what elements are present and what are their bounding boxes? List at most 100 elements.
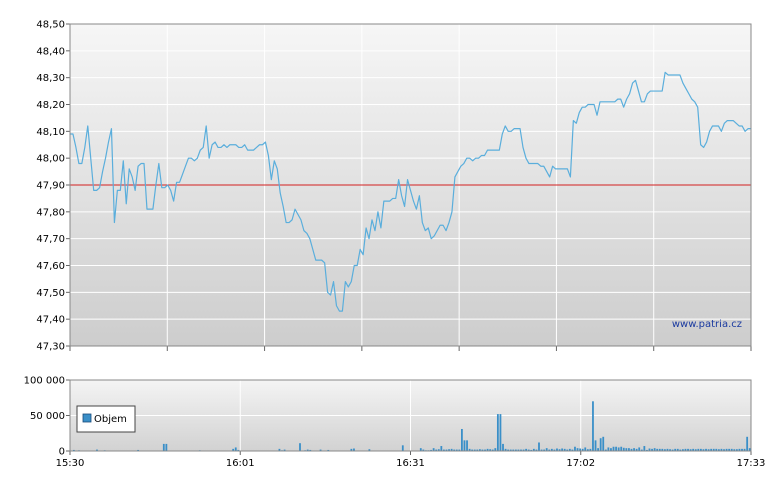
volume-bar [597, 448, 599, 451]
volume-bar [458, 449, 461, 451]
volume-bar [430, 449, 432, 451]
volume-bar [283, 449, 286, 451]
volume-bar [478, 449, 481, 451]
volume-bar [481, 449, 484, 451]
x-tick-label: 16:31 [396, 458, 425, 469]
volume-bar [558, 449, 561, 451]
volume-bar [643, 446, 646, 451]
volume-bar [735, 449, 738, 451]
volume-bar [723, 449, 725, 451]
volume-bar [581, 448, 584, 451]
volume-bar [309, 449, 312, 451]
price-series-line [70, 71, 751, 312]
volume-bar [571, 449, 574, 451]
volume-bar [234, 447, 237, 451]
volume-bar [473, 449, 476, 451]
volume-bar [550, 448, 553, 451]
volume-bar [653, 448, 656, 451]
volume-bar [738, 448, 741, 451]
price-y-axis: 47,30 47,40 47,50 47,60 47,70 47,80 47,90 48,00… [36, 20, 70, 353]
volume-bar [615, 446, 617, 451]
volume-bar [319, 449, 322, 451]
x-axis: 15:30 16:01 16:31 17:02 17:33 [56, 451, 766, 469]
volume-plot-frame [69, 379, 752, 452]
volume-bar [594, 440, 597, 451]
volume-bar [350, 448, 353, 451]
volume-bar [589, 448, 592, 451]
volume-bar [638, 447, 641, 451]
volume-bar [633, 448, 635, 451]
price-y-tick-label: 48,50 [36, 20, 65, 31]
volume-bar [610, 448, 612, 451]
volume-bar [563, 448, 566, 451]
volume-bar [527, 449, 530, 451]
volume-bar [628, 448, 630, 451]
price-y-tick-label: 47,80 [36, 207, 65, 218]
legend: Objem [76, 405, 136, 433]
volume-bar [574, 446, 576, 451]
price-y-tick-label: 47,60 [36, 261, 65, 272]
volume-bar [741, 448, 743, 451]
price-y-tick-label: 48,30 [36, 73, 65, 84]
volume-bar [671, 449, 674, 451]
volume-bar [687, 448, 689, 451]
volume-bar [664, 449, 666, 451]
volume-bar [278, 448, 281, 451]
volume-bar [419, 448, 422, 451]
volume-bar [137, 449, 139, 451]
volume-bar [679, 449, 682, 451]
volume-bar [651, 448, 653, 451]
volume-bar [491, 449, 494, 451]
volume-bar [661, 448, 664, 451]
volume-bar [440, 446, 443, 451]
volume-bar [422, 449, 425, 451]
volume-bar [561, 448, 564, 451]
volume-bar [507, 449, 510, 451]
volume-bar [96, 449, 98, 451]
volume-bar [489, 449, 492, 451]
volume-bar [165, 443, 168, 451]
volume-bar [748, 448, 751, 451]
volume-bar [682, 449, 684, 451]
volume-bar [448, 449, 450, 451]
price-y-tick-label: 47,90 [36, 181, 65, 192]
volume-bar [715, 448, 718, 451]
x-tick-label: 17:33 [737, 458, 766, 469]
price-y-tick-label: 47,50 [36, 288, 65, 299]
watermark: www.patria.cz [672, 319, 742, 330]
volume-y-tick-label: 50 000 [30, 411, 65, 422]
volume-bar [620, 446, 623, 451]
volume-bar [517, 449, 520, 451]
volume-bar [520, 449, 522, 451]
volume-bar [584, 447, 587, 451]
volume-bar [463, 440, 466, 451]
volume-bar [699, 448, 702, 451]
volume-bar [553, 449, 556, 451]
volume-bar [568, 448, 571, 451]
price-y-tick-label: 48,40 [36, 46, 65, 57]
volume-bar [586, 449, 589, 451]
volume-bar [72, 449, 75, 451]
volume-bar [746, 436, 749, 451]
volume-bar [733, 449, 736, 451]
volume-bar [327, 449, 330, 451]
volume-bar [368, 449, 371, 451]
volume-bar [728, 448, 731, 451]
volume-bar [599, 438, 602, 451]
volume-bar [635, 448, 638, 451]
volume-bar [445, 449, 448, 451]
volume-bar [299, 443, 301, 451]
volume-bar [532, 448, 535, 451]
volume-bar [525, 448, 528, 451]
legend-swatch [82, 413, 92, 423]
volume-bar [496, 414, 499, 451]
volume-bar [466, 440, 468, 451]
volume-bar [725, 448, 728, 451]
volume-bar [707, 449, 710, 451]
volume-bar [712, 448, 715, 451]
volume-bar [617, 447, 620, 451]
volume-bar [692, 448, 695, 451]
volume-bar [237, 449, 240, 451]
volume-panel: 0 50 000 100 000 15:30 16:01 16:31 17:02 17:33… [24, 376, 766, 470]
price-y-tick-label: 48,10 [36, 127, 65, 138]
